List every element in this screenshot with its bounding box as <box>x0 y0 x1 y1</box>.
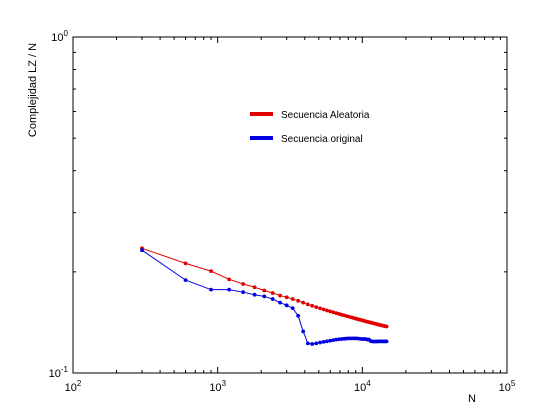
data-point <box>296 298 301 303</box>
data-point <box>241 282 246 286</box>
data-point <box>328 309 333 314</box>
data-point <box>305 341 310 346</box>
plot-area <box>72 36 508 374</box>
data-point <box>270 297 275 301</box>
data-point <box>278 293 282 298</box>
data-point <box>384 339 389 344</box>
data-point <box>328 338 333 343</box>
data-point <box>284 303 289 308</box>
x-tick-label: 102 <box>65 379 82 394</box>
y-axis-label: Complejidad LZ / N <box>27 43 39 137</box>
data-point <box>241 290 246 295</box>
data-point <box>314 341 319 346</box>
data-point <box>227 277 232 282</box>
data-point <box>301 300 306 305</box>
data-point <box>310 342 315 346</box>
data-point <box>331 310 336 315</box>
data-point <box>296 313 301 318</box>
data-point <box>227 287 232 292</box>
legend: Secuencia Aleatoria Secuencia original <box>250 110 370 145</box>
x-tick-label: 104 <box>354 379 371 394</box>
data-point <box>325 339 329 344</box>
data-point <box>252 292 257 297</box>
data-point <box>301 329 306 334</box>
data-point <box>270 291 275 295</box>
data-point <box>140 248 144 253</box>
data-point <box>183 261 188 266</box>
data-point <box>290 297 295 301</box>
data-point <box>334 337 339 342</box>
data-point <box>318 306 322 311</box>
data-point <box>209 269 213 274</box>
data-point <box>321 307 326 312</box>
data-point <box>290 306 295 311</box>
x-axis-label: N <box>468 393 476 405</box>
data-point <box>284 295 289 300</box>
data-point <box>252 285 257 290</box>
x-tick-label: 105 <box>499 379 516 394</box>
y-tick-label: 100 <box>51 29 68 44</box>
data-point <box>331 338 336 342</box>
data-point <box>310 303 315 308</box>
data-point <box>384 324 389 329</box>
data-point <box>262 294 267 299</box>
data-point <box>305 302 310 307</box>
data-point <box>183 278 188 283</box>
data-point <box>314 305 319 310</box>
legend-label: Secuencia original <box>281 134 363 145</box>
data-point <box>262 288 267 293</box>
data-point <box>278 300 282 305</box>
y-tick-label: 10-1 <box>49 365 69 380</box>
legend-label: Secuencia Aleatoria <box>281 110 370 121</box>
x-tick-label: 103 <box>209 379 226 394</box>
data-point <box>318 340 322 345</box>
axis-ticks: 102 103 104 105 10-1 100 <box>49 29 516 394</box>
data-point <box>325 308 329 313</box>
data-point <box>209 287 213 292</box>
data-point <box>321 339 326 344</box>
series-layer <box>140 246 389 346</box>
